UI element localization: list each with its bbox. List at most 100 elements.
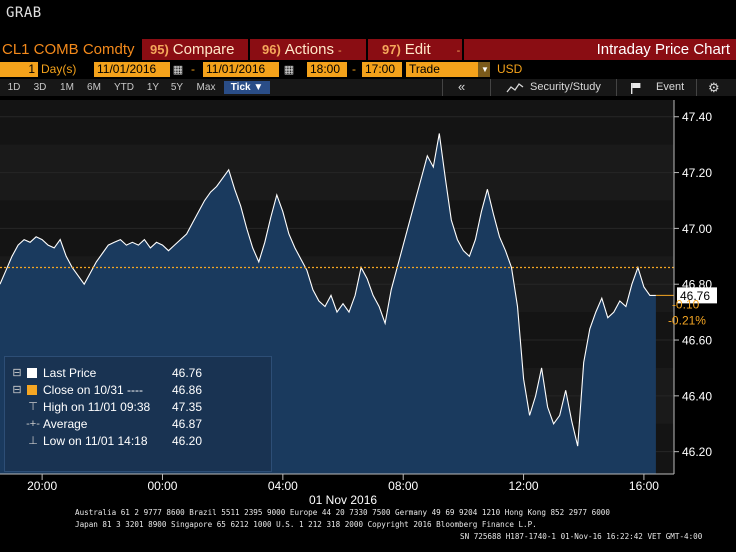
- compare-label: Compare: [172, 41, 235, 58]
- command-separator: [248, 39, 250, 60]
- legend-high[interactable]: ⊤ High on 11/01 09:38 47.35: [11, 399, 261, 416]
- last-price-tag-text: 46.76: [680, 289, 710, 303]
- last-price-line: [0, 133, 656, 447]
- y-tick-label: 47.20: [682, 166, 712, 180]
- event-label: Event: [656, 81, 685, 93]
- x-tick-label: 08:00: [388, 479, 418, 493]
- x-tick-label: 16:00: [629, 479, 659, 493]
- command-separator: [140, 39, 142, 60]
- study-icon: [506, 83, 524, 93]
- window-title: GRAB: [6, 5, 42, 21]
- legend-label: High on 11/01 09:38: [43, 400, 151, 414]
- tick-frequency-dropdown[interactable]: Tick ▼: [224, 81, 270, 94]
- compare-number: 95): [150, 42, 169, 57]
- flag-icon: [631, 83, 641, 94]
- gear-icon[interactable]: ⚙: [708, 80, 720, 95]
- dropdown-arrow-icon[interactable]: ▼: [478, 62, 490, 77]
- y-tick-label: 46.60: [682, 334, 712, 348]
- legend-label: Last Price: [43, 366, 97, 380]
- footer-contacts-2: Japan 81 3 3201 8900 Singapore 65 6212 1…: [75, 520, 537, 529]
- footer: Australia 61 2 9777 8600 Brazil 5511 239…: [0, 505, 736, 552]
- legend-value: 46.87: [172, 417, 203, 431]
- function-title: Intraday Price Chart: [596, 41, 730, 58]
- currency-field[interactable]: USD: [494, 62, 528, 77]
- range-ytd-button[interactable]: YTD: [114, 82, 134, 93]
- footer-contacts: Australia 61 2 9777 8600 Brazil 5511 239…: [75, 508, 610, 517]
- x-tick-label: 20:00: [27, 479, 57, 493]
- parameter-bar: 1 Day(s) 11/01/2016 ▦ - 11/01/2016 ▦ 18:…: [0, 60, 736, 79]
- x-tick-label: 12:00: [509, 479, 539, 493]
- period-value-field[interactable]: 1: [0, 62, 38, 77]
- legend-value: 46.76: [172, 366, 203, 380]
- chevron-double-left-icon[interactable]: «: [458, 79, 466, 94]
- actions-number: 96): [262, 42, 281, 57]
- command-separator: [462, 39, 464, 60]
- time-range-dash: -: [352, 62, 356, 76]
- legend-value: 47.35: [172, 400, 203, 414]
- legend-last-price[interactable]: ⊟ Last Price 46.76: [11, 365, 261, 382]
- chart-legend[interactable]: ⊟ Last Price 46.76 ⊟ Close on 10/31 ----…: [4, 356, 272, 472]
- date-range-dash: -: [191, 62, 195, 76]
- legend-label: Close on 10/31 ----: [43, 383, 144, 397]
- x-axis: 20:00 00:00 04:00 08:00 12:00 16:00: [0, 473, 674, 493]
- start-date-field[interactable]: 11/01/2016: [94, 62, 170, 77]
- range-1m-button[interactable]: 1M: [60, 82, 74, 93]
- end-time-field[interactable]: 17:00: [362, 62, 402, 77]
- period-unit-dropdown[interactable]: Day(s): [38, 62, 92, 77]
- calendar-icon[interactable]: ▦: [172, 63, 184, 76]
- legend-label: Low on 11/01 14:18: [43, 434, 148, 448]
- toolbar-separator: [616, 79, 617, 96]
- y-tick-label: 46.20: [682, 445, 712, 459]
- field-type-dropdown[interactable]: Trade: [406, 62, 478, 77]
- actions-dropdown-dash: -: [338, 45, 342, 57]
- chart-toolbar: 1D 3D 1M 6M YTD 1Y 5Y Max Tick ▼ « Secur…: [0, 79, 736, 96]
- edit-button[interactable]: 97) Edit -: [382, 41, 460, 58]
- legend-value: 46.86: [172, 383, 203, 397]
- x-tick-label: 04:00: [268, 479, 298, 493]
- legend-label: Average: [43, 417, 88, 431]
- expand-icon[interactable]: ⊟: [12, 367, 22, 379]
- pct-change-text: -0.21%: [668, 313, 706, 327]
- toolbar-separator: [696, 79, 697, 96]
- edit-label: Edit: [404, 41, 431, 58]
- security-study-label: Security/Study: [530, 81, 601, 93]
- y-tick-label: 46.40: [682, 389, 712, 403]
- command-bar: CL1 COMB Comdty 95) Compare 96) Actions - 9…: [0, 39, 736, 60]
- x-tick-label: 00:00: [147, 479, 177, 493]
- average-marker-icon: -+-: [26, 418, 40, 430]
- legend-average[interactable]: -+- Average 46.87: [11, 416, 261, 433]
- range-5y-button[interactable]: 5Y: [170, 82, 184, 93]
- actions-label: Actions: [284, 41, 334, 58]
- edit-dropdown-dash: -: [456, 45, 461, 57]
- legend-low[interactable]: ⊥ Low on 11/01 14:18 46.20: [11, 433, 261, 450]
- expand-icon[interactable]: ⊟: [12, 384, 22, 396]
- high-marker-icon: ⊤: [28, 401, 38, 413]
- range-max-button[interactable]: Max: [196, 82, 216, 93]
- range-3d-button[interactable]: 3D: [33, 82, 47, 93]
- legend-close[interactable]: ⊟ Close on 10/31 ---- 46.86: [11, 382, 261, 399]
- toolbar-separator: [490, 79, 491, 96]
- x-axis-date-label: 01 Nov 2016: [309, 493, 377, 505]
- footer-serial: SN 725688 H187-1740-1 01-Nov-16 16:22:42…: [460, 532, 703, 541]
- security-ticker-field[interactable]: CL1 COMB Comdty: [0, 39, 140, 60]
- y-tick-label: 47.00: [682, 222, 712, 236]
- start-time-field[interactable]: 18:00: [307, 62, 347, 77]
- range-1y-button[interactable]: 1Y: [146, 82, 160, 93]
- end-date-field[interactable]: 11/01/2016: [203, 62, 279, 77]
- edit-number: 97): [382, 42, 401, 57]
- command-separator: [366, 39, 368, 60]
- calendar-icon[interactable]: ▦: [283, 63, 295, 76]
- last-price-swatch: [27, 368, 37, 378]
- window-title-bar: GRAB: [0, 0, 736, 38]
- actions-button[interactable]: 96) Actions -: [262, 41, 342, 58]
- range-6m-button[interactable]: 6M: [87, 82, 101, 93]
- price-annotations: 46.76 -0.10 -0.21%: [668, 287, 717, 327]
- legend-value: 46.20: [172, 434, 203, 448]
- range-1d-button[interactable]: 1D: [7, 82, 21, 93]
- toolbar-separator: [442, 79, 443, 96]
- close-swatch: [27, 385, 37, 395]
- low-marker-icon: ⊥: [28, 435, 38, 447]
- y-tick-label: 47.40: [682, 110, 712, 124]
- compare-button[interactable]: 95) Compare: [150, 41, 235, 58]
